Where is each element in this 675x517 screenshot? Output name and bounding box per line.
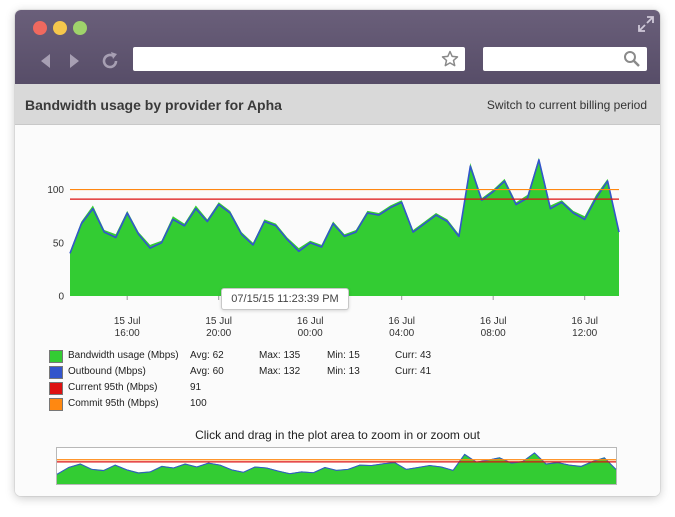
- x-tick-time-label: 08:00: [481, 328, 506, 339]
- x-tick-time-label: 12:00: [572, 328, 597, 339]
- minimize-window-button[interactable]: [53, 21, 67, 35]
- legend-row-commit-95th[interactable]: Commit 95th (Mbps) 100: [49, 397, 469, 411]
- legend-row-current-95th[interactable]: Current 95th (Mbps) 91: [49, 381, 469, 395]
- zoom-hint: Click and drag in the plot area to zoom …: [195, 428, 480, 442]
- expand-icon[interactable]: [638, 16, 654, 32]
- x-tick-time-label: 16:00: [115, 328, 140, 339]
- legend-min: Min: 15: [327, 350, 360, 361]
- search-icon[interactable]: [623, 50, 641, 68]
- legend-max: Max: 132: [259, 366, 301, 377]
- maximize-window-button[interactable]: [73, 21, 87, 35]
- star-icon[interactable]: [441, 50, 459, 68]
- legend-label: Outbound (Mbps): [68, 366, 146, 377]
- plot-area[interactable]: [69, 157, 620, 296]
- x-tick-day-label: 16 Jul: [571, 316, 598, 327]
- legend-swatch: [49, 382, 63, 395]
- y-tick-label: 100: [47, 185, 64, 196]
- legend-row-outbound[interactable]: Outbound (Mbps) Avg: 60 Max: 132 Min: 13…: [49, 365, 469, 379]
- x-tick-day-label: 16 Jul: [480, 316, 507, 327]
- legend-label: Current 95th (Mbps): [68, 382, 158, 393]
- hover-tooltip: 07/15/15 11:23:39 PM: [221, 288, 349, 310]
- legend-avg: Avg: 62: [190, 350, 224, 361]
- forward-arrow-icon[interactable]: [65, 52, 83, 70]
- navigator-chart[interactable]: [56, 447, 617, 485]
- legend-label: Commit 95th (Mbps): [68, 398, 159, 409]
- legend-value: 100: [190, 398, 207, 409]
- legend-row-bandwidth-usage[interactable]: Bandwidth usage (Mbps) Avg: 62 Max: 135 …: [49, 349, 469, 363]
- x-tick-time-label: 00:00: [298, 328, 323, 339]
- x-tick-day-label: 15 Jul: [114, 316, 141, 327]
- x-tick-day-label: 16 Jul: [388, 316, 415, 327]
- legend-label: Bandwidth usage (Mbps): [68, 350, 179, 361]
- y-tick-label: 50: [53, 238, 65, 249]
- switch-billing-period-link[interactable]: Switch to current billing period: [486, 98, 647, 112]
- legend-max: Max: 135: [259, 350, 301, 361]
- close-window-button[interactable]: [33, 21, 47, 35]
- y-tick-label: 0: [58, 292, 64, 303]
- series-bandwidth-usage-area: [57, 452, 616, 484]
- legend-min: Min: 13: [327, 366, 360, 377]
- page-header: Bandwidth usage by provider for Apha Swi…: [15, 84, 660, 125]
- x-tick-time-label: 20:00: [206, 328, 231, 339]
- legend-avg: Avg: 60: [190, 366, 224, 377]
- x-tick-time-label: 04:00: [389, 328, 414, 339]
- x-tick-day-label: 15 Jul: [205, 316, 232, 327]
- series-bandwidth-usage-area: [70, 157, 619, 296]
- url-input[interactable]: [133, 47, 465, 71]
- legend-curr: Curr: 41: [395, 366, 432, 377]
- legend-value: 91: [190, 382, 202, 393]
- chart-panel: 0 50 100 15 Jul 16:00 15 Jul 20:00 16 Jul 00:00 1…: [15, 125, 660, 496]
- legend-swatch: [49, 366, 63, 379]
- legend-curr: Curr: 43: [395, 350, 432, 361]
- browser-window: Bandwidth usage by provider for Apha Swi…: [15, 10, 660, 496]
- legend-swatch: [49, 350, 63, 363]
- series-outbound-line: [69, 159, 620, 254]
- reload-icon[interactable]: [100, 51, 120, 71]
- page-title: Bandwidth usage by provider for Apha: [25, 97, 282, 113]
- back-arrow-icon[interactable]: [37, 52, 55, 70]
- x-tick-day-label: 16 Jul: [297, 316, 324, 327]
- legend-swatch: [49, 398, 63, 411]
- search-input[interactable]: [483, 47, 647, 71]
- navigator-plot[interactable]: [56, 447, 617, 485]
- browser-toolbar: [15, 10, 660, 84]
